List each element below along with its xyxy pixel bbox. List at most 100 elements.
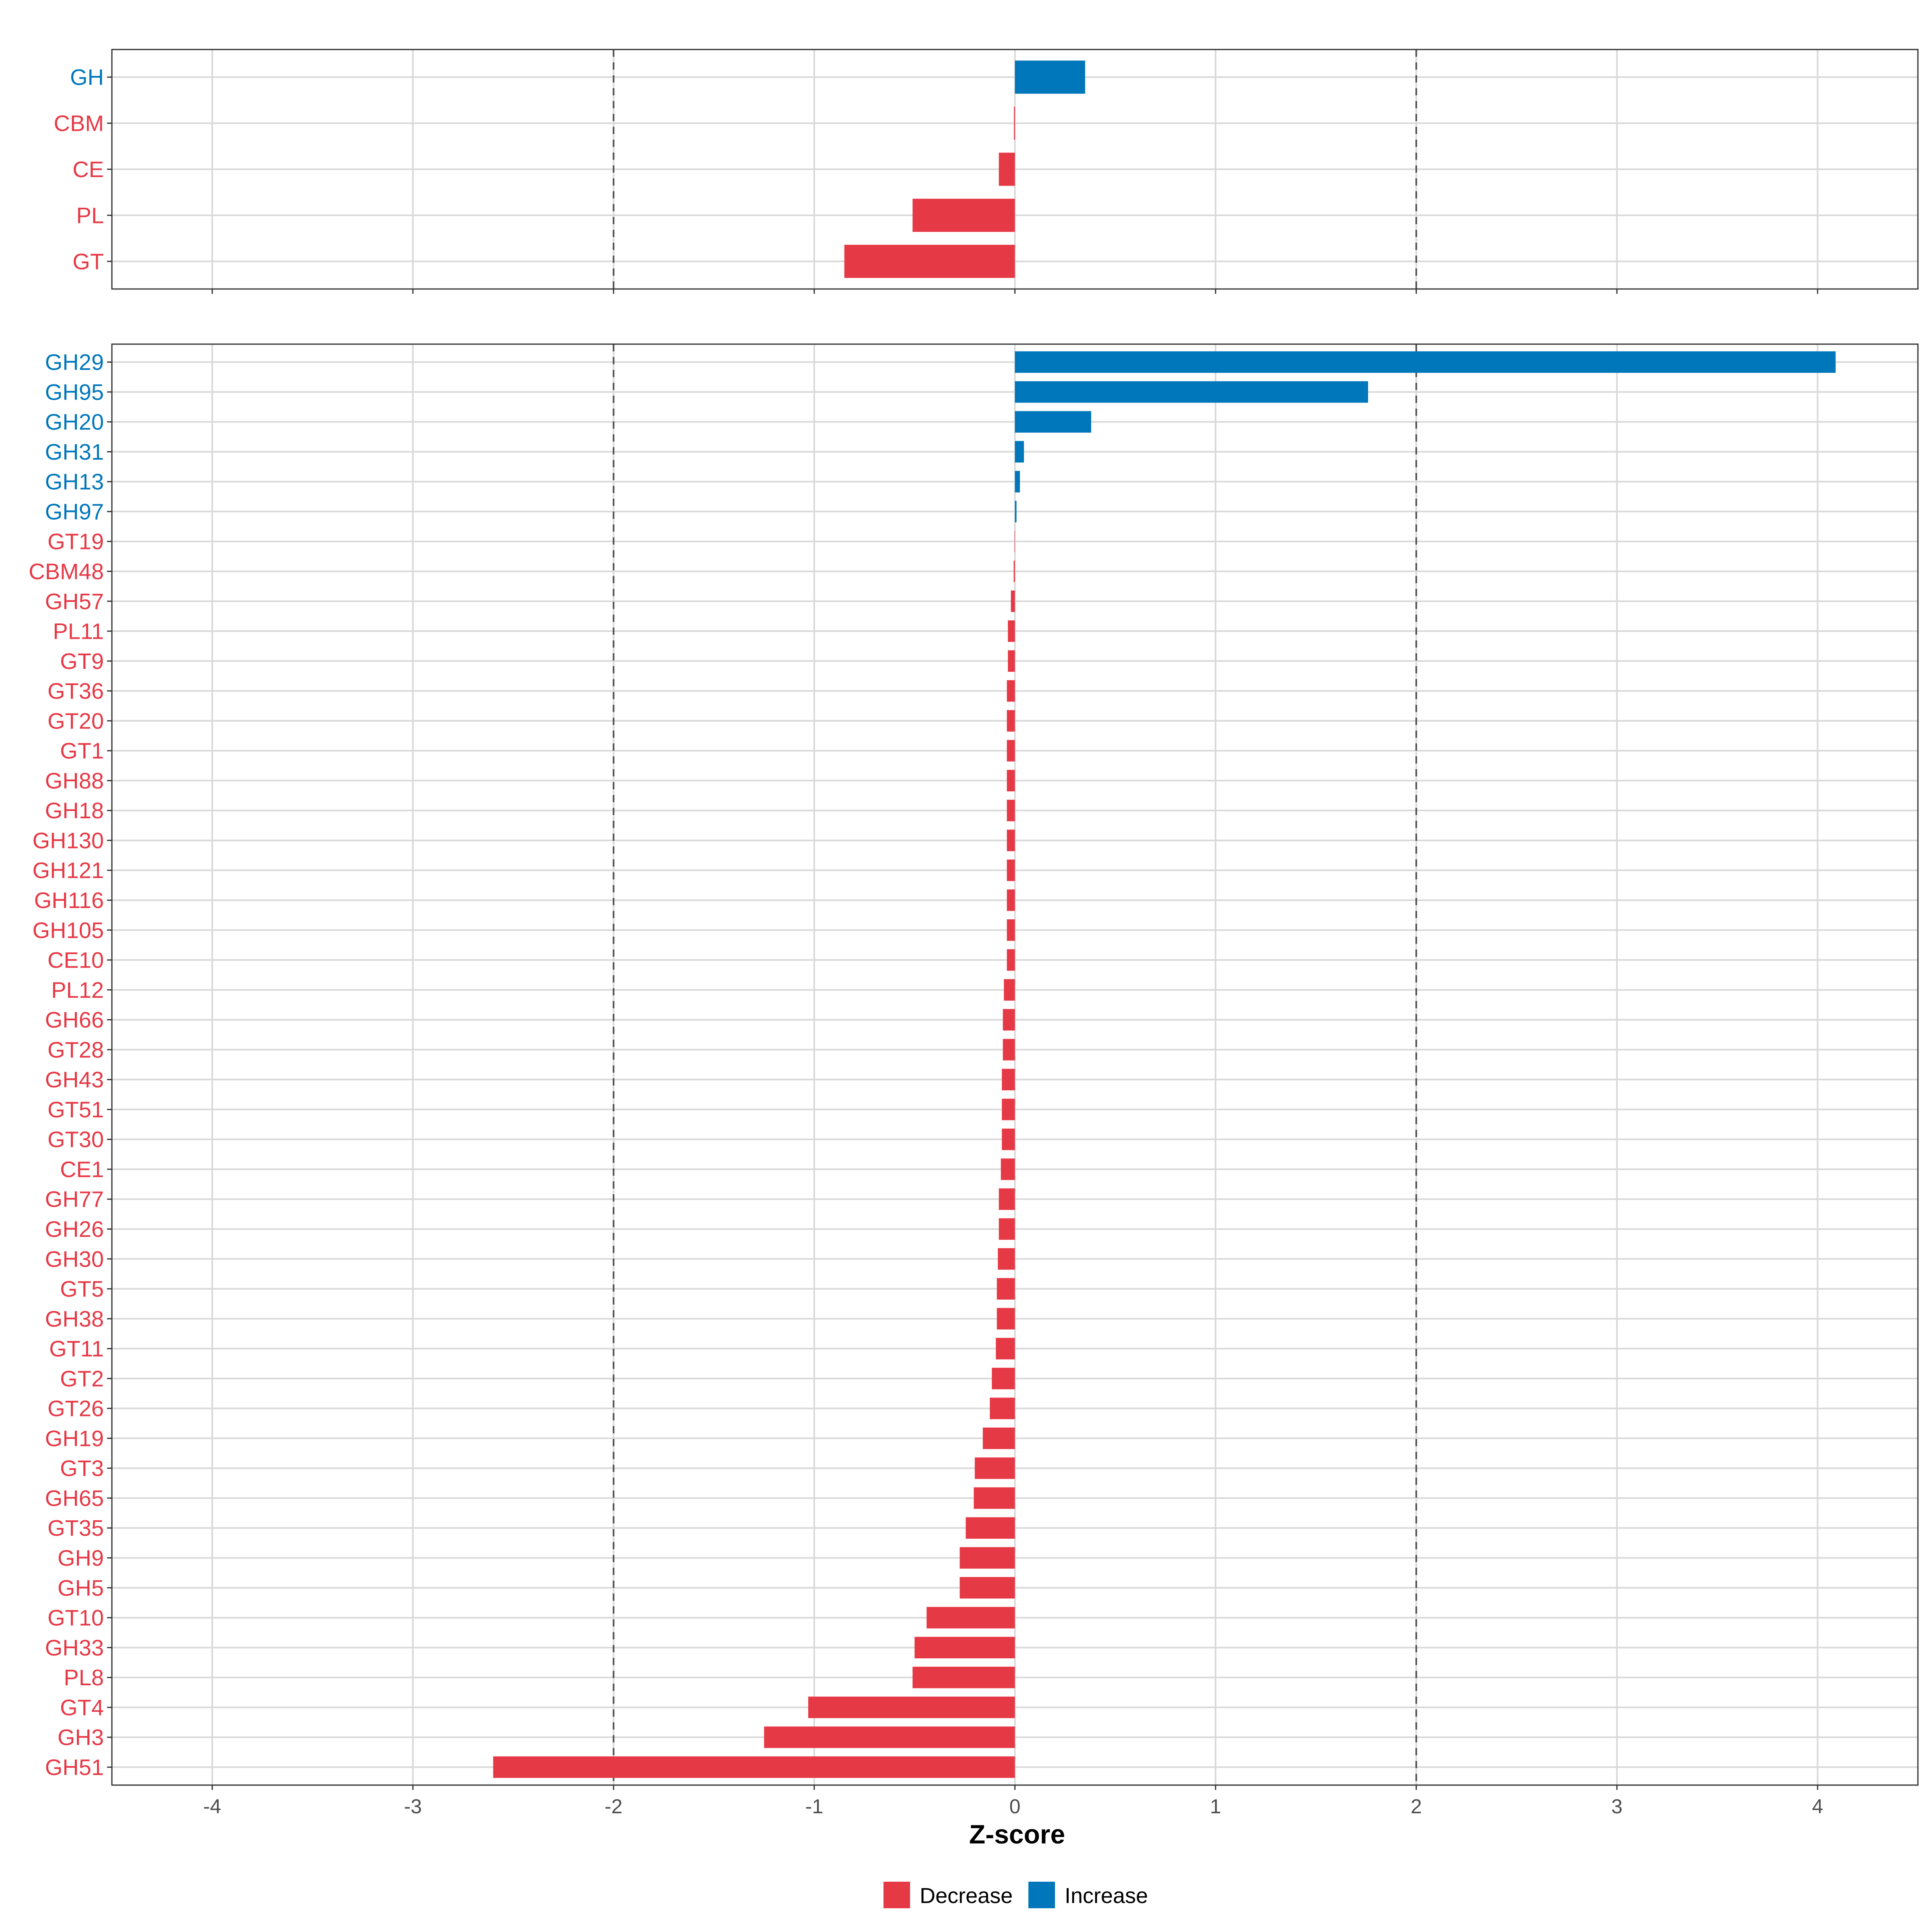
bar-PL11: [1008, 620, 1015, 642]
x-tick-label: -4: [203, 1795, 221, 1818]
bar-GT1: [1007, 740, 1015, 762]
y-label-GT35: GT35: [47, 1515, 104, 1541]
bar-GH95: [1015, 381, 1368, 403]
y-label-GH65: GH65: [45, 1485, 104, 1511]
legend-swatch-decrease: [883, 1882, 910, 1908]
panel-border: [111, 343, 1919, 1786]
x-tick-label: 1: [1210, 1795, 1221, 1818]
y-label-GH3: GH3: [58, 1725, 104, 1750]
y-label-GH51: GH51: [45, 1754, 104, 1780]
y-label-PL11: PL11: [53, 619, 104, 644]
bar-GH66: [1003, 1009, 1015, 1031]
y-label-GH20: GH20: [45, 409, 104, 435]
x-tick-label: 4: [1812, 1795, 1823, 1818]
bar-GH3: [764, 1726, 1015, 1748]
bar-CBM48: [1013, 560, 1015, 582]
y-label-PL8: PL8: [64, 1665, 104, 1690]
bar-GH88: [1007, 770, 1015, 792]
bar-GT11: [996, 1338, 1015, 1360]
y-label-GT2: GT2: [60, 1366, 104, 1391]
bar-GH19: [983, 1427, 1015, 1449]
y-label-GH19: GH19: [45, 1426, 104, 1451]
y-label-GH26: GH26: [45, 1216, 104, 1242]
y-label-GH5: GH5: [58, 1575, 104, 1600]
bar-PL8: [912, 1666, 1015, 1688]
x-tick-label: 0: [1009, 1795, 1021, 1818]
x-tick-label: -3: [404, 1795, 422, 1818]
y-label-GH121: GH121: [33, 858, 104, 883]
bar-GH38: [997, 1308, 1015, 1330]
y-label-GT1: GT1: [60, 738, 104, 764]
y-label-GT3: GT3: [60, 1455, 104, 1481]
bar-GT9: [1008, 650, 1015, 672]
bar-GH9: [960, 1547, 1015, 1569]
bar-GT51: [1002, 1098, 1015, 1121]
bar-GH13: [1015, 471, 1020, 493]
bar-GH20: [1015, 411, 1091, 433]
bar-GT10: [927, 1607, 1015, 1629]
x-axis-title: Z-score: [969, 1819, 1065, 1849]
panel-top: GH CBM CE PL GT: [54, 49, 1919, 294]
y-label-CBM: CBM: [54, 111, 104, 136]
y-label-GH116: GH116: [34, 888, 104, 913]
x-tick-label: 3: [1611, 1795, 1622, 1818]
bar-GH77: [999, 1188, 1015, 1210]
bar-GH26: [999, 1218, 1015, 1240]
legend-label-decrease: Decrease: [920, 1884, 1013, 1908]
y-label-CE1: CE1: [60, 1156, 104, 1182]
y-label-GT10: GT10: [47, 1605, 104, 1631]
bar-GT30: [1002, 1128, 1015, 1150]
bar-GT36: [1007, 680, 1015, 702]
y-label-CE: CE: [72, 157, 104, 182]
y-label-GT19: GT19: [47, 529, 104, 554]
x-tick-label: 2: [1411, 1795, 1422, 1818]
y-label-GH97: GH97: [45, 499, 104, 524]
y-label-GT: GT: [72, 249, 104, 274]
y-label-GH66: GH66: [45, 1007, 104, 1032]
bar-CE1: [1001, 1158, 1015, 1180]
bar-GT5: [997, 1278, 1015, 1300]
bar-GH121: [1007, 859, 1015, 881]
y-label-GH57: GH57: [45, 588, 104, 614]
y-label-GT4: GT4: [60, 1695, 104, 1720]
y-label-GH31: GH31: [45, 439, 104, 464]
y-label-GH30: GH30: [45, 1246, 104, 1271]
bar-GH29: [1015, 351, 1836, 373]
y-label-GH9: GH9: [58, 1545, 104, 1571]
y-label-CE10: CE10: [47, 947, 104, 973]
y-label-GT11: GT11: [49, 1336, 104, 1361]
bar-GH43: [1002, 1069, 1015, 1090]
y-label-GH13: GH13: [45, 469, 104, 494]
y-label-GH29: GH29: [45, 349, 104, 375]
y-label-GH33: GH33: [45, 1635, 104, 1660]
y-label-GH95: GH95: [45, 379, 104, 405]
legend: Decrease Increase: [883, 1882, 1148, 1908]
bar-GH116: [1007, 889, 1015, 911]
y-label-GH130: GH130: [33, 828, 104, 853]
bar-GH105: [1007, 919, 1015, 941]
y-label-GH88: GH88: [45, 768, 104, 793]
bar-PL: [912, 198, 1015, 232]
x-tick-label: -1: [805, 1795, 823, 1818]
panel-border: [111, 49, 1919, 290]
bar-CBM: [1014, 106, 1015, 140]
bar-GT3: [974, 1457, 1015, 1479]
y-label-GT51: GT51: [47, 1097, 104, 1122]
bar-PL12: [1004, 979, 1015, 1001]
y-label-CBM48: CBM48: [29, 559, 104, 584]
legend-swatch-increase: [1028, 1882, 1055, 1908]
bar-GH130: [1007, 830, 1015, 851]
bar-GH33: [914, 1637, 1015, 1659]
y-label-GT5: GT5: [60, 1276, 104, 1302]
y-label-GH: GH: [70, 64, 104, 90]
y-label-GT9: GT9: [60, 648, 104, 674]
bar-GT26: [990, 1397, 1015, 1419]
bar-GH: [1015, 60, 1085, 94]
y-label-GH38: GH38: [45, 1306, 104, 1331]
bar-GH97: [1015, 501, 1017, 522]
bar-GH65: [974, 1487, 1015, 1509]
panel-bottom: GH29GH95GH20GH31GH13GH97GT19CBM48GH57PL1…: [29, 343, 1919, 1818]
bar-GT28: [1003, 1039, 1015, 1061]
bar-GT20: [1007, 710, 1015, 732]
